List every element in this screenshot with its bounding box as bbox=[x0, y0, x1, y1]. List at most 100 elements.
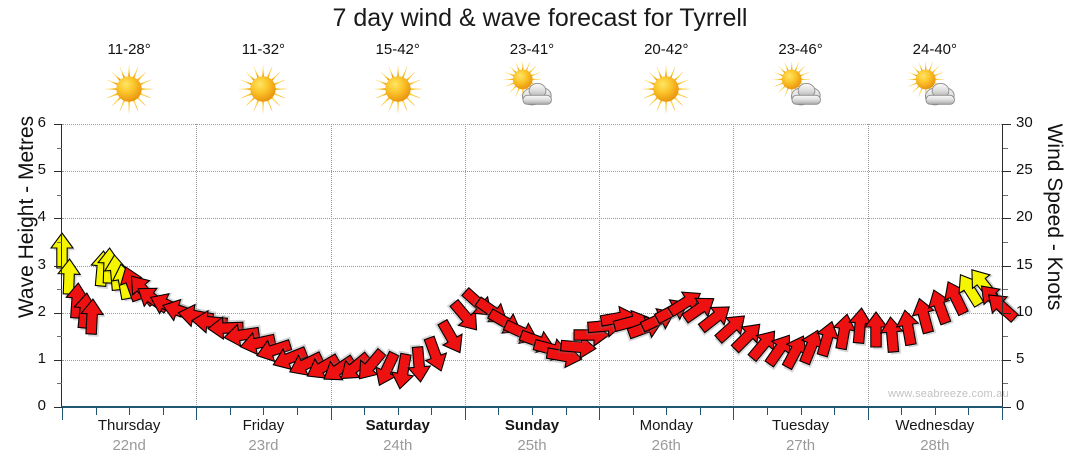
x-tick bbox=[666, 408, 668, 415]
y-tick-left bbox=[54, 359, 62, 361]
day-header-tuesday: 23-46° bbox=[733, 38, 867, 122]
x-tick bbox=[565, 408, 567, 415]
plot-area bbox=[49, 124, 1022, 407]
x-tick bbox=[699, 408, 701, 415]
y-tick-minor-left bbox=[57, 289, 62, 291]
partly-cloudy-icon bbox=[906, 59, 964, 125]
gridline-horizontal bbox=[62, 312, 1002, 314]
day-date: 25th bbox=[517, 437, 547, 454]
x-tick bbox=[229, 408, 231, 415]
day-footer-strip: Thursday 22nd Friday 23rd Saturday 24th Sunday… bbox=[62, 416, 1002, 466]
x-tick bbox=[364, 408, 366, 415]
y-tick-label-left: 3 bbox=[37, 255, 46, 273]
wind-arrow bbox=[809, 316, 845, 362]
y-tick-label-left: 4 bbox=[37, 208, 46, 226]
wind-arrow bbox=[220, 320, 263, 351]
wind-arrow bbox=[978, 284, 1025, 330]
sunny-icon bbox=[102, 62, 156, 121]
x-tick bbox=[397, 408, 399, 415]
gridline-horizontal bbox=[62, 124, 1002, 125]
wind-arrow bbox=[315, 347, 363, 391]
gridline-horizontal bbox=[62, 359, 1002, 361]
x-tick bbox=[95, 408, 97, 415]
x-tick bbox=[532, 408, 533, 415]
day-header-monday: 20-42° bbox=[599, 38, 733, 122]
y-tick-minor-left bbox=[57, 336, 62, 338]
gridline-horizontal bbox=[62, 265, 1002, 267]
day-footer-wednesday: Wednesday 28th bbox=[868, 416, 1002, 466]
y-tick-right bbox=[1003, 359, 1011, 361]
day-header-wednesday: 24-40° bbox=[868, 38, 1002, 122]
page-title: 7 day wind & wave forecast for Tyrrell bbox=[332, 4, 748, 32]
day-footer-sunday: Sunday 25th bbox=[465, 416, 599, 466]
day-footer-saturday: Saturday 24th bbox=[331, 416, 465, 466]
sunny-icon bbox=[639, 62, 693, 121]
y-tick-right bbox=[1003, 265, 1011, 267]
y-tick-minor-right bbox=[1003, 147, 1008, 149]
sunny-icon bbox=[371, 62, 425, 121]
y-tick-label-left: 5 bbox=[37, 161, 46, 179]
y-tick-right bbox=[1003, 407, 1011, 408]
x-tick bbox=[62, 408, 63, 420]
x-tick bbox=[498, 408, 500, 415]
day-footer-tuesday: Tuesday 27th bbox=[733, 416, 867, 466]
day-name: Monday bbox=[639, 417, 693, 434]
wind-arrow bbox=[892, 306, 925, 350]
y-tick-label-right: 15 bbox=[1016, 255, 1033, 273]
day-name: Wednesday bbox=[895, 417, 975, 434]
y-tick-right bbox=[1003, 124, 1011, 125]
wind-arrow bbox=[724, 314, 771, 361]
wind-arrow bbox=[387, 349, 420, 393]
x-tick bbox=[1002, 408, 1003, 420]
wind-arrow bbox=[205, 314, 246, 341]
day-footer-friday: Friday 23rd bbox=[196, 416, 330, 466]
day-name: Tuesday bbox=[772, 417, 830, 434]
x-tick bbox=[162, 408, 164, 415]
x-tick bbox=[733, 408, 735, 420]
y-tick-label-left: 2 bbox=[37, 302, 46, 320]
x-tick bbox=[263, 408, 265, 415]
y-tick-right bbox=[1003, 312, 1011, 314]
gridline-day-boundary bbox=[599, 124, 601, 407]
x-tick bbox=[297, 408, 298, 415]
y-tick-minor-left bbox=[57, 383, 62, 385]
y-tick-label-right: 20 bbox=[1016, 208, 1033, 226]
y-tick-minor-left bbox=[57, 241, 62, 243]
gridline-day-boundary bbox=[733, 124, 735, 407]
wind-arrow bbox=[367, 346, 407, 393]
day-date: 28th bbox=[920, 437, 950, 454]
day-name: Sunday bbox=[504, 417, 560, 434]
x-tick bbox=[968, 408, 970, 415]
day-header-strip: 11-28° 11-32° 15-42° bbox=[62, 38, 1002, 122]
gridline-day-boundary bbox=[464, 124, 466, 407]
y-tick-minor-left bbox=[57, 194, 62, 196]
y-tick-minor-right bbox=[1003, 383, 1008, 385]
y-tick-left bbox=[54, 312, 62, 314]
temperature-range: 23-46° bbox=[778, 41, 823, 58]
x-tick bbox=[901, 408, 903, 415]
wind-arrow bbox=[331, 345, 378, 391]
y-tick-label-right: 10 bbox=[1016, 302, 1033, 320]
y-tick-minor-right bbox=[1003, 241, 1008, 243]
x-tick bbox=[431, 408, 433, 415]
y-tick-minor-right bbox=[1003, 289, 1008, 291]
day-date: 27th bbox=[785, 437, 816, 454]
wind-arrow bbox=[416, 331, 454, 377]
wind-arrow bbox=[675, 287, 723, 331]
wind-arrow bbox=[430, 313, 473, 361]
temperature-range: 11-28° bbox=[107, 41, 151, 58]
wind-arrow bbox=[827, 310, 860, 354]
y-tick-label-right: 0 bbox=[1016, 397, 1025, 414]
bottom-axis-line bbox=[61, 406, 1003, 408]
gridline-horizontal bbox=[62, 171, 1002, 173]
temperature-range: 15-42° bbox=[375, 41, 420, 58]
gridline-day-boundary bbox=[196, 124, 198, 407]
day-header-thursday: 11-28° bbox=[62, 38, 196, 122]
wind-arrow bbox=[792, 323, 831, 370]
wind-arrow bbox=[78, 297, 106, 338]
wind-arrow bbox=[251, 332, 297, 369]
y-tick-left bbox=[54, 218, 62, 220]
day-header-sunday: 23-41° bbox=[465, 38, 599, 122]
x-tick bbox=[464, 408, 466, 420]
